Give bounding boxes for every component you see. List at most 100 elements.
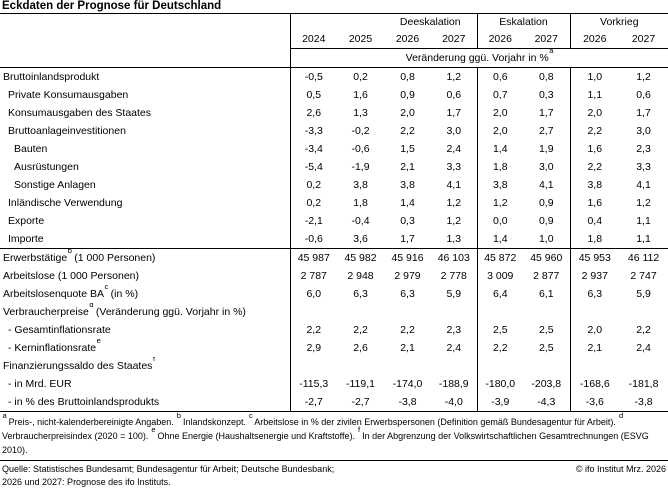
year-cell: 2026 (476, 31, 524, 49)
cell: 1,7 (446, 107, 462, 119)
cell: 1,8 (476, 158, 524, 176)
row-label: Importe (0, 230, 290, 249)
row-label: Bruttoanlageinvestitionen (0, 122, 290, 140)
cell (569, 303, 620, 321)
cell: 1,6 (569, 140, 620, 158)
cell: -3,9 (476, 393, 524, 412)
cell: 1,2 (446, 215, 462, 227)
cell: 2 979 (394, 270, 421, 282)
table-row: Arbeitslose (1 000 Personen) 2 787 2 948 2 … (0, 267, 668, 285)
cell: 2,0 (476, 122, 524, 140)
cell: 45 982 (344, 252, 377, 264)
cell: -2,7 (351, 396, 370, 408)
cell (476, 303, 524, 321)
cell: 3,8 (353, 179, 368, 191)
cell: 2,0 (400, 107, 415, 119)
cell: 3,0 (636, 125, 651, 137)
cell: 1,8 (353, 197, 368, 209)
scenario-group-label: Vorkrieg (569, 13, 668, 31)
page-title: Eckdaten der Prognose für Deutschland (2, 0, 222, 12)
row-label: Private Konsumausgaben (0, 86, 290, 104)
cell: 1,2 (476, 194, 524, 212)
corner-cell (0, 14, 290, 32)
cell (337, 357, 384, 375)
table-row: Sonstige Anlagen 0,2 3,8 3,8 4,1 3,8 4,1 3,8 4,1 (0, 176, 668, 194)
row-label: Erwerbstätigeb (1 000 Personen) (0, 249, 290, 268)
cell (476, 357, 524, 375)
cell: 3,8 (400, 179, 415, 191)
cell: 0,6 (446, 89, 462, 101)
year-cell: 2027 (431, 31, 478, 49)
cell: 3,3 (446, 161, 462, 173)
table-row: - in % des Bruttoinlandsprodukts -2,7 -2,7… (0, 393, 668, 412)
row-label-text: Inländische Verwendung (8, 197, 123, 209)
cell: 5,9 (636, 288, 651, 300)
scenario-group-label: Deeskalation (399, 16, 461, 28)
cell: 2,2 (569, 122, 620, 140)
cell: -4,0 (444, 396, 463, 408)
unit-note: Veränderung ggü. Vorjahr in %a (289, 48, 668, 68)
footnotes: a Preis-, nicht-kalenderbereinigte Angab… (0, 410, 668, 457)
cell: 2 937 (569, 267, 620, 285)
row-label: Exporte (0, 212, 290, 230)
cell: 6,1 (538, 288, 554, 300)
cell (523, 357, 570, 375)
cell: -1,9 (351, 161, 370, 173)
cell: 0,9 (400, 89, 415, 101)
cell: 0,9 (538, 197, 554, 209)
footnote-text: Verbraucherpreisindex (2020 = 100). (2, 431, 151, 441)
table-row: Private Konsumausgaben 0,5 1,6 0,9 0,6 0,7 0,3… (0, 86, 668, 104)
cell: -3,8 (634, 396, 653, 408)
cell: 1,1 (619, 230, 668, 249)
cell: 1,6 (569, 194, 620, 212)
cell: 2,9 (289, 339, 337, 357)
row-label: Ausrüstungen (0, 158, 290, 176)
row-label-text: Bauten (14, 143, 48, 155)
footnote-sup: d (618, 410, 624, 420)
cell (569, 357, 620, 375)
row-label-text: Exporte (8, 215, 45, 227)
table-row: Konsumausgaben des Staates 2,6 1,3 2,0 1,7 2,… (0, 104, 668, 122)
cell: 1,0 (523, 230, 571, 249)
cell: 2,0 (569, 321, 620, 339)
cell: 6,3 (353, 288, 368, 300)
cell: 2,4 (636, 342, 651, 354)
table-row: Exporte -2,1 -0,4 0,3 1,2 0,0 0,9 0,4 1,1 (0, 212, 668, 230)
cell: 2,4 (446, 143, 462, 155)
row-label-text: Erwerbstätige (3, 252, 68, 264)
years-header-row: 2024 2025 2026 2027 2026 2027 2026 2027 (0, 31, 668, 49)
year-cell: 2025 (337, 31, 384, 49)
cell: 1,4 (400, 197, 415, 209)
cell: -2,1 (289, 212, 337, 230)
cell: 2 787 (289, 267, 337, 285)
row-label-sup: e (96, 339, 101, 345)
cell: -3,6 (569, 393, 620, 412)
footnote-sup: c (249, 410, 253, 420)
row-label: Arbeitslose (1 000 Personen) (0, 267, 290, 285)
cell: 4,1 (538, 179, 554, 191)
corner-cell (0, 31, 290, 49)
cell: 45 960 (530, 252, 563, 264)
cell: -3,3 (289, 122, 337, 140)
cell: 45 916 (391, 252, 424, 264)
cell: 3,0 (538, 161, 554, 173)
cell: 0,2 (289, 176, 337, 194)
cell: 45 953 (569, 248, 620, 267)
table-row: Erwerbstätigeb (1 000 Personen) 45 987 45 … (0, 248, 668, 268)
cell: 2,0 (569, 104, 620, 122)
footnote-text: Inlandskonzept. (180, 417, 249, 427)
row-label-text: - in Mrd. EUR (8, 378, 72, 390)
copyright: © ifo Institut Mrz. 2026 (575, 464, 666, 474)
cell: 46 103 (437, 252, 470, 264)
year-cell: 2024 (289, 31, 337, 49)
cell: -0,5 (289, 67, 337, 86)
table-row: Importe -0,6 3,6 1,7 1,3 1,4 1,0 1,8 1,1 (0, 230, 668, 249)
footnote-sup: b (176, 410, 181, 420)
cell: -0,2 (351, 125, 370, 137)
row-label: - in % des Bruttoinlandsprodukts (0, 393, 290, 412)
cell: 2,6 (289, 104, 337, 122)
source-block: Quelle: Statistisches Bundesamt; Bundesa… (0, 460, 668, 488)
cell: 4,1 (446, 179, 462, 191)
row-label-suffix: (Veränderung ggü. Vorjahr in %) (92, 306, 246, 318)
cell: 1,4 (476, 140, 524, 158)
